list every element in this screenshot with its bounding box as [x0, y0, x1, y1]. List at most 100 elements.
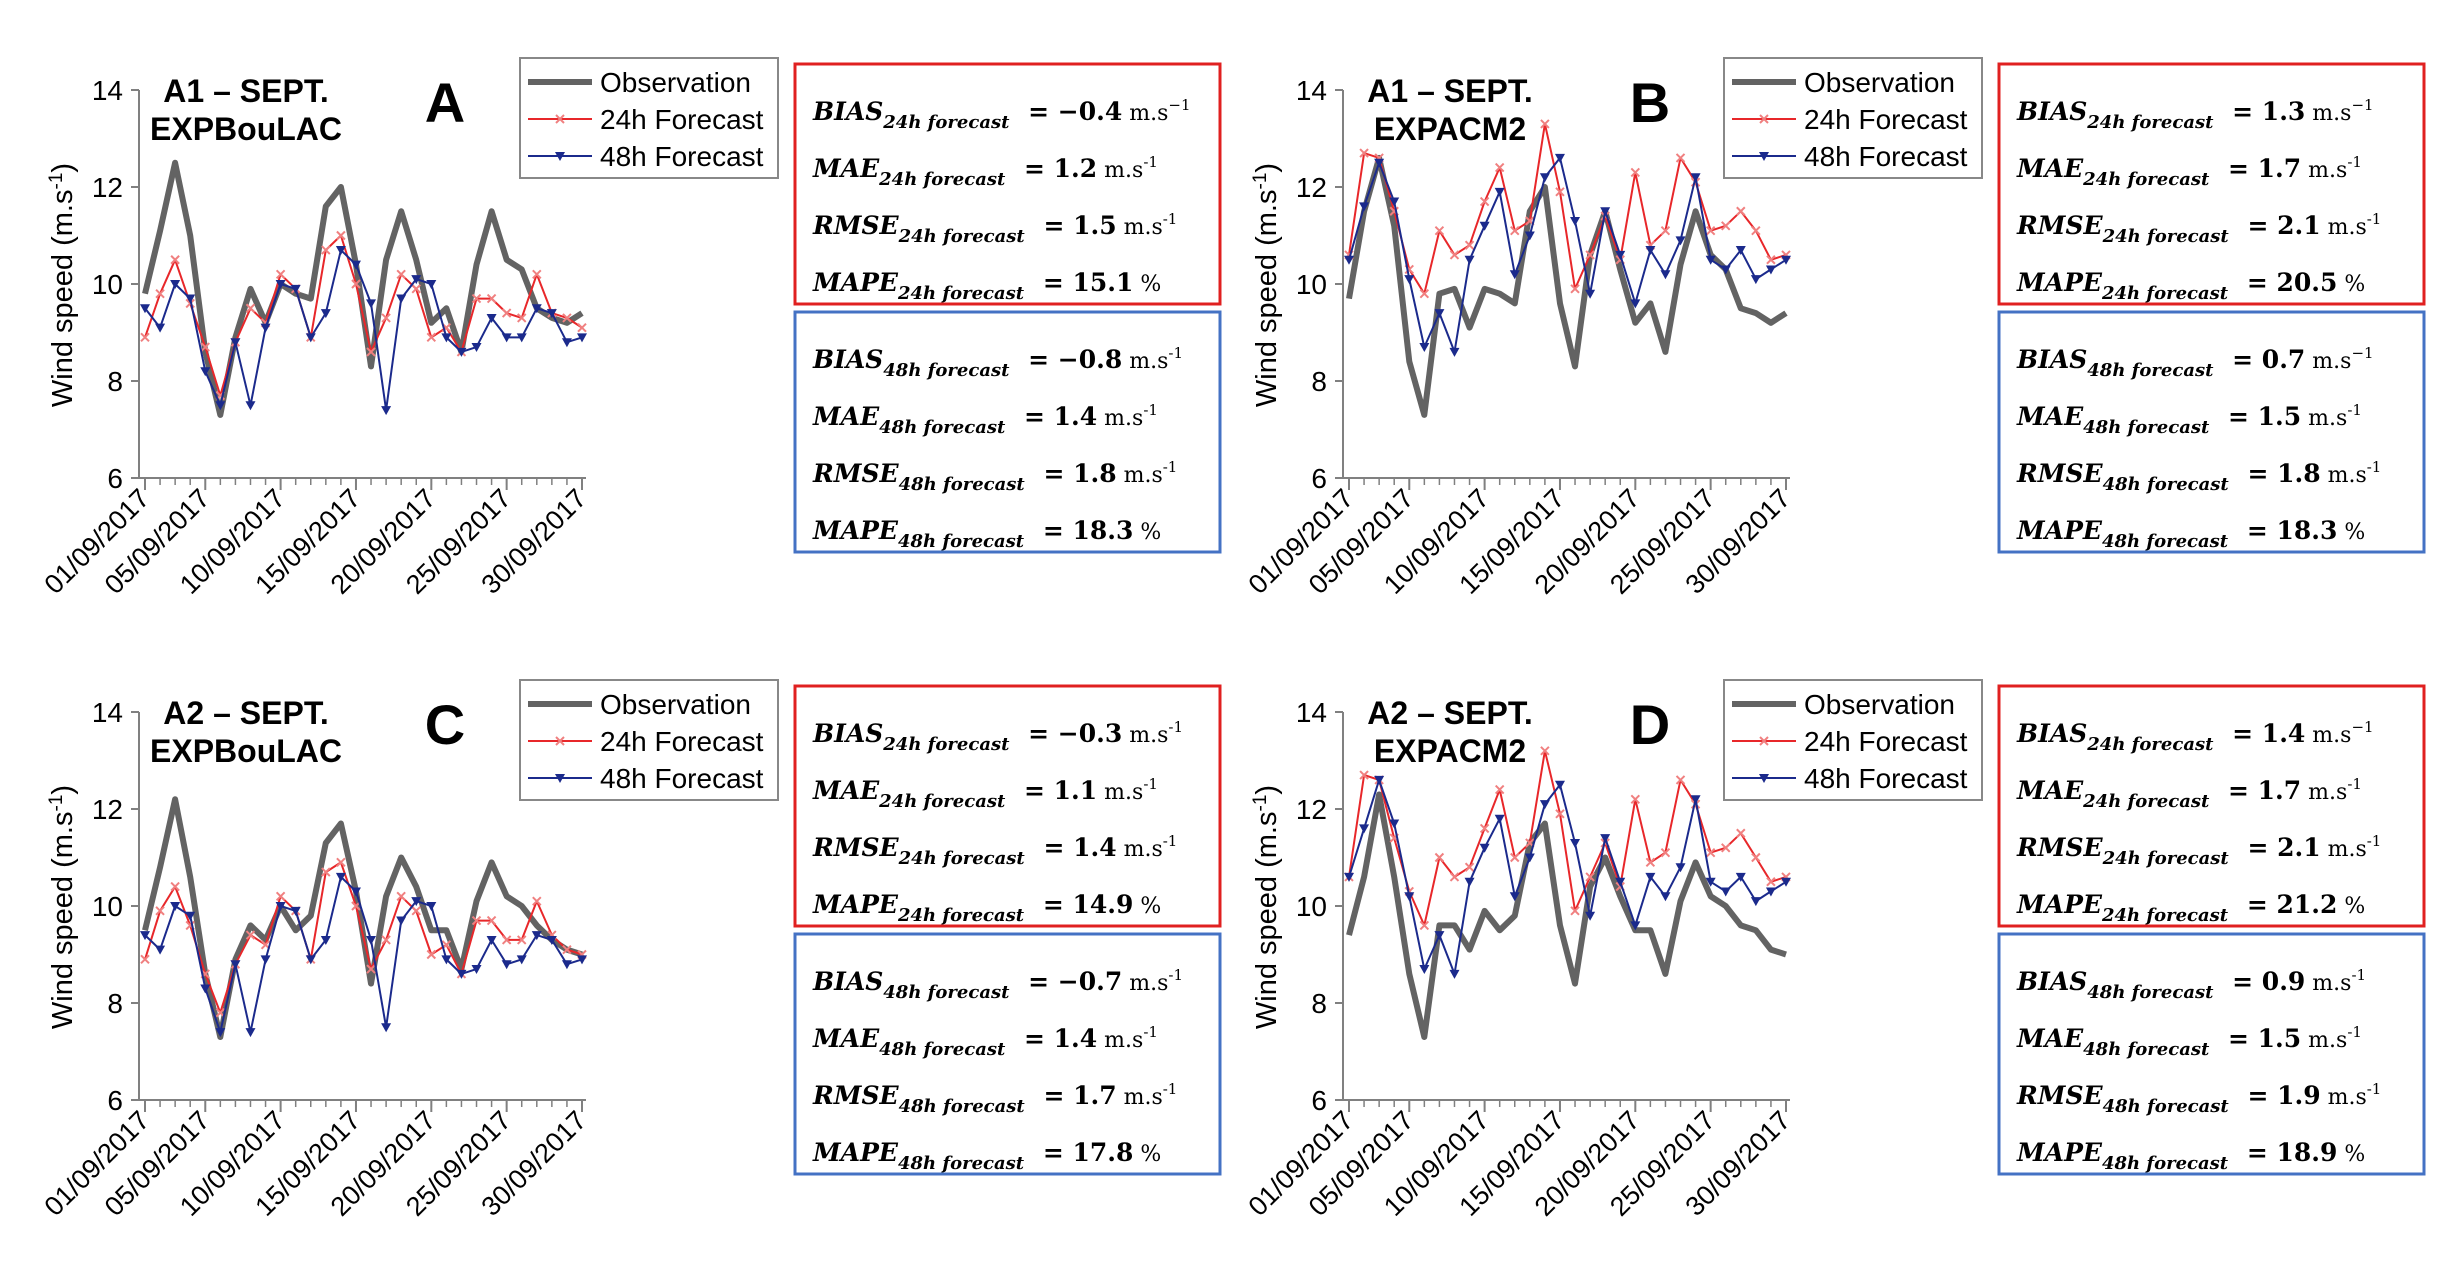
data-point-24h: [1751, 852, 1761, 863]
data-point-24h: [245, 303, 256, 313]
panel-letter: A: [425, 71, 465, 134]
stats-box-48h: BIAS48h forecast = 0.7 m.s−1 MAE48h forec…: [1997, 310, 2426, 554]
data-point-48h: [1600, 834, 1611, 844]
data-point-24h: [1705, 225, 1716, 236]
data-point-48h: [577, 333, 587, 343]
data-point-24h: [1540, 746, 1550, 756]
data-point-24h: [426, 332, 437, 343]
data-point-24h: [1419, 288, 1430, 299]
data-point-24h: [1570, 284, 1580, 294]
data-point-24h: [517, 313, 527, 323]
panel-title-line1: A2 – SEPT.: [163, 695, 328, 731]
data-point-48h: [426, 280, 437, 289]
y-tick-label: 6: [1311, 1085, 1327, 1116]
data-point-48h: [140, 931, 150, 941]
y-tick-label: 8: [107, 988, 123, 1019]
stats-box-24h: BIAS24h forecast = −0.3 m.s-1 MAE24h fore…: [793, 684, 1222, 928]
data-point-24h: [1736, 828, 1746, 838]
legend-label: 48h Forecast: [600, 763, 764, 794]
data-point-24h: [381, 313, 391, 323]
data-point-24h: [1721, 221, 1731, 231]
data-point-48h: [1615, 877, 1626, 887]
data-point-48h: [1419, 343, 1430, 353]
data-point-48h: [1750, 275, 1761, 285]
data-point-48h: [260, 323, 271, 333]
stats-box-48h-border: [1997, 932, 2426, 1176]
data-point-24h: [351, 279, 361, 289]
data-point-48h: [1494, 814, 1505, 824]
data-point-24h: [1660, 225, 1671, 236]
data-point-48h: [1645, 246, 1656, 256]
stat-mae: MAE24h forecast = 1.7 m.s-1: [2016, 775, 2362, 812]
y-tick-label: 10: [1296, 891, 1327, 922]
data-point-48h: [1374, 775, 1385, 785]
y-tick-label: 12: [92, 172, 123, 203]
y-tick-label: 14: [1296, 697, 1327, 728]
data-point-48h: [381, 406, 392, 416]
stat-bias: BIAS24h forecast = 1.4 m.s−1: [2016, 718, 2374, 755]
data-point-24h: [366, 964, 376, 974]
legend-label: 24h Forecast: [600, 726, 764, 757]
y-tick-label: 14: [92, 75, 123, 106]
data-point-48h: [1479, 843, 1490, 853]
data-point-48h: [1705, 877, 1716, 887]
data-point-48h: [1630, 921, 1641, 931]
data-point-24h: [471, 293, 482, 304]
legend-marker: [555, 774, 565, 783]
data-point-24h: [501, 935, 512, 945]
data-point-24h: [366, 347, 376, 357]
data-point-24h: [1464, 240, 1475, 250]
legend-label: 24h Forecast: [1804, 726, 1968, 757]
panel-letter: D: [1630, 693, 1670, 756]
panel-c: 6810121401/09/201705/09/201710/09/201715…: [38, 679, 1222, 1222]
stat-mape: MAPE48h forecast = 18.9 %: [2016, 1138, 2365, 1174]
data-point-24h: [562, 313, 572, 323]
stat-mape: MAPE24h forecast = 15.1 %: [812, 268, 1161, 304]
data-point-24h: [396, 891, 406, 902]
data-point-24h: [411, 284, 421, 294]
y-axis-label: Wind speed (m.s-1): [1250, 785, 1284, 1029]
stat-mape: MAPE24h forecast = 20.5 %: [2016, 268, 2365, 304]
data-point-24h: [1479, 823, 1490, 834]
data-point-48h: [471, 343, 482, 353]
data-point-48h: [396, 916, 407, 926]
stat-bias: BIAS48h forecast = −0.8 m.s-1: [812, 344, 1183, 381]
data-point-48h: [1660, 892, 1671, 902]
data-point-48h: [245, 1028, 256, 1038]
data-point-48h: [1539, 800, 1550, 810]
data-point-48h: [140, 304, 150, 314]
data-point-24h: [1434, 852, 1445, 863]
series-line-observation: [1346, 154, 1788, 418]
data-point-48h: [245, 401, 256, 411]
series-line-24h-forecast: [1348, 122, 1787, 295]
series-line-observation: [1346, 791, 1787, 1040]
data-point-24h: [517, 935, 527, 945]
legend-marker: [1759, 736, 1769, 746]
data-point-24h: [486, 915, 497, 926]
stat-mape: MAPE48h forecast = 17.8 %: [812, 1138, 1161, 1174]
data-point-24h: [275, 891, 286, 902]
data-point-24h: [1705, 847, 1716, 858]
legend-label: Observation: [1804, 67, 1955, 98]
stats-box-24h: BIAS24h forecast = 1.4 m.s−1 MAE24h forec…: [1997, 684, 2426, 928]
series-line-24h-forecast: [1348, 749, 1787, 927]
y-axis-label: Wind speed (m.s-1): [1250, 163, 1284, 407]
data-point-24h: [1540, 119, 1550, 129]
data-point-48h: [1781, 877, 1791, 887]
data-point-48h: [1434, 931, 1445, 941]
data-point-24h: [1585, 250, 1595, 260]
series-line-24h-forecast: [144, 861, 583, 1014]
data-point-24h: [532, 269, 542, 280]
data-point-48h: [335, 246, 346, 256]
data-point-48h: [531, 931, 542, 941]
panel-letter: B: [1630, 71, 1670, 134]
data-point-48h: [1675, 236, 1686, 246]
data-point-24h: [1464, 862, 1475, 872]
data-point-48h: [1404, 892, 1415, 902]
data-point-48h: [1615, 250, 1626, 260]
stat-rmse: RMSE48h forecast = 1.8 m.s-1: [2016, 458, 2381, 495]
data-point-24h: [1510, 225, 1520, 236]
data-point-48h: [335, 872, 346, 882]
y-tick-label: 14: [92, 697, 123, 728]
